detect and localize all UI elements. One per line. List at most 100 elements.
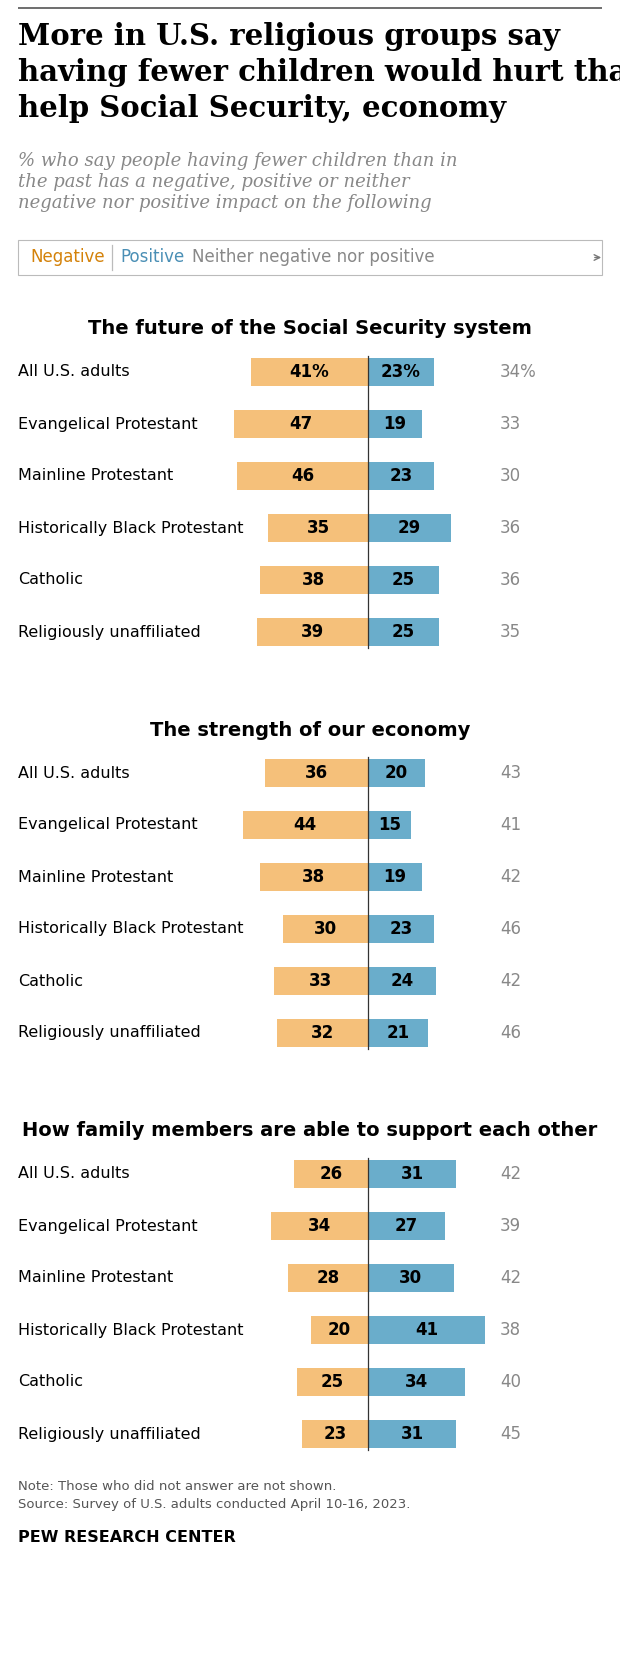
Bar <box>260 566 368 595</box>
Text: 42: 42 <box>500 1268 521 1287</box>
Bar <box>265 759 368 786</box>
Bar <box>242 811 368 838</box>
Text: 38: 38 <box>303 571 326 590</box>
Bar <box>368 462 433 491</box>
Text: 28: 28 <box>317 1268 340 1287</box>
Text: 29: 29 <box>397 519 421 538</box>
Bar <box>368 514 451 543</box>
Bar <box>368 358 433 386</box>
Text: 23: 23 <box>324 1425 347 1443</box>
Text: Historically Black Protestant: Historically Black Protestant <box>18 1322 244 1337</box>
Text: 33: 33 <box>309 973 332 990</box>
Text: 30: 30 <box>314 921 337 937</box>
Text: Mainline Protestant: Mainline Protestant <box>18 1270 173 1285</box>
Text: 36: 36 <box>500 519 521 538</box>
Text: Neither negative nor positive: Neither negative nor positive <box>192 249 435 265</box>
Text: 25: 25 <box>392 623 415 642</box>
Bar <box>368 618 439 647</box>
Text: 25: 25 <box>321 1373 344 1391</box>
Text: Source: Survey of U.S. adults conducted April 10-16, 2023.: Source: Survey of U.S. adults conducted … <box>18 1499 410 1510</box>
Bar <box>288 1263 368 1292</box>
Text: 36: 36 <box>305 764 328 781</box>
Text: Mainline Protestant: Mainline Protestant <box>18 870 173 884</box>
Text: 21: 21 <box>386 1025 409 1042</box>
Text: Religiously unaffiliated: Religiously unaffiliated <box>18 1025 201 1040</box>
Text: 39: 39 <box>500 1216 521 1235</box>
Text: All U.S. adults: All U.S. adults <box>18 766 130 781</box>
Text: 30: 30 <box>500 467 521 486</box>
Text: 46: 46 <box>500 921 521 937</box>
Text: 39: 39 <box>301 623 324 642</box>
Bar <box>274 968 368 995</box>
Text: 46: 46 <box>500 1025 521 1042</box>
Text: 32: 32 <box>311 1025 334 1042</box>
Text: 19: 19 <box>384 415 407 433</box>
Text: 26: 26 <box>319 1164 342 1183</box>
Text: All U.S. adults: All U.S. adults <box>18 1166 130 1181</box>
Text: Historically Black Protestant: Historically Black Protestant <box>18 922 244 936</box>
Bar <box>294 1159 368 1188</box>
Text: 33: 33 <box>500 415 521 433</box>
Text: Religiously unaffiliated: Religiously unaffiliated <box>18 625 201 640</box>
Bar <box>368 1263 453 1292</box>
Text: 25: 25 <box>392 571 415 590</box>
Bar <box>303 1420 368 1448</box>
Text: 41: 41 <box>415 1320 438 1339</box>
Text: 20: 20 <box>385 764 408 781</box>
Text: Catholic: Catholic <box>18 573 83 588</box>
Text: 35: 35 <box>500 623 521 642</box>
Bar <box>368 1368 465 1396</box>
Bar <box>271 1211 368 1240</box>
Text: 41%: 41% <box>290 363 329 381</box>
Text: 15: 15 <box>378 816 401 833</box>
Text: help Social Security, economy: help Social Security, economy <box>18 94 506 123</box>
Text: 40: 40 <box>500 1373 521 1391</box>
Text: 42: 42 <box>500 869 521 885</box>
Text: 31: 31 <box>401 1425 423 1443</box>
Bar <box>368 811 410 838</box>
Text: 47: 47 <box>290 415 312 433</box>
Text: More in U.S. religious groups say: More in U.S. religious groups say <box>18 22 560 50</box>
Text: The strength of our economy: The strength of our economy <box>150 721 470 739</box>
Bar <box>368 410 422 438</box>
Bar <box>368 968 436 995</box>
Text: 23: 23 <box>389 467 412 486</box>
Text: 44: 44 <box>294 816 317 833</box>
Bar <box>297 1368 368 1396</box>
Text: 34: 34 <box>405 1373 428 1391</box>
Text: 41: 41 <box>500 816 521 833</box>
Text: Catholic: Catholic <box>18 1374 83 1389</box>
Text: 23%: 23% <box>381 363 421 381</box>
Bar <box>368 916 433 942</box>
Text: 43: 43 <box>500 764 521 781</box>
Bar <box>251 358 368 386</box>
Text: the past has a negative, positive or neither: the past has a negative, positive or nei… <box>18 173 410 192</box>
Text: 20: 20 <box>328 1320 351 1339</box>
Bar <box>368 566 439 595</box>
Text: 42: 42 <box>500 1164 521 1183</box>
Text: All U.S. adults: All U.S. adults <box>18 365 130 380</box>
Bar <box>268 514 368 543</box>
Text: How family members are able to support each other: How family members are able to support e… <box>22 1122 598 1141</box>
Bar <box>277 1020 368 1047</box>
Text: 19: 19 <box>384 869 407 885</box>
Bar <box>368 759 425 786</box>
Text: Negative: Negative <box>30 249 105 265</box>
Text: 34%: 34% <box>500 363 537 381</box>
Bar <box>368 1315 485 1344</box>
Text: 31: 31 <box>401 1164 423 1183</box>
Text: PEW RESEARCH CENTER: PEW RESEARCH CENTER <box>18 1530 236 1546</box>
Bar <box>368 1420 456 1448</box>
Bar <box>18 240 602 276</box>
Text: Mainline Protestant: Mainline Protestant <box>18 469 173 484</box>
Text: Positive: Positive <box>120 249 184 265</box>
Text: having fewer children would hurt than: having fewer children would hurt than <box>18 59 620 87</box>
Text: Note: Those who did not answer are not shown.: Note: Those who did not answer are not s… <box>18 1480 337 1494</box>
Bar <box>283 916 368 942</box>
Text: 36: 36 <box>500 571 521 590</box>
Text: 38: 38 <box>500 1320 521 1339</box>
Text: 30: 30 <box>399 1268 422 1287</box>
Text: negative nor positive impact on the following: negative nor positive impact on the foll… <box>18 193 432 212</box>
Bar <box>257 618 368 647</box>
Bar <box>368 1159 456 1188</box>
